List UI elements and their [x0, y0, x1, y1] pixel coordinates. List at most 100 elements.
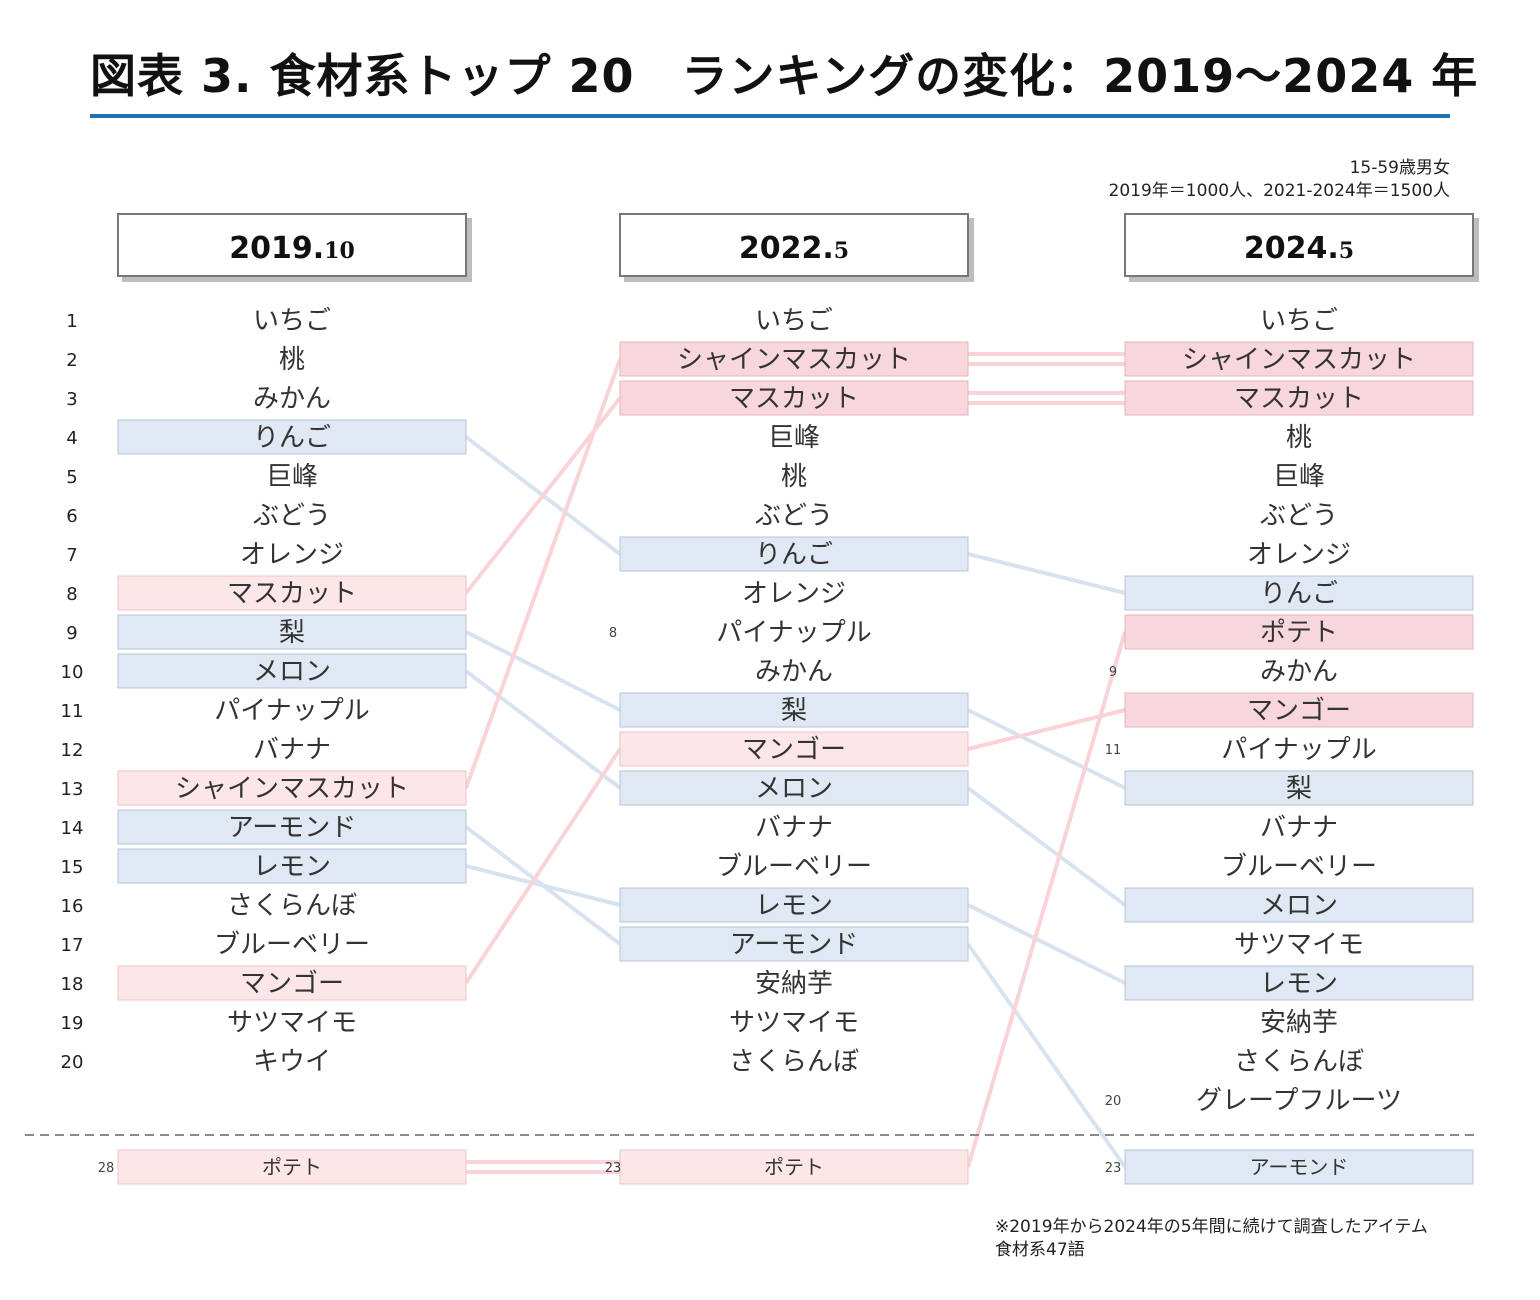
rank-highlight-box	[1124, 614, 1474, 650]
item-label: マンゴー	[742, 735, 846, 765]
item-label: キウイ	[253, 1047, 331, 1077]
rank-highlight-box	[619, 380, 969, 416]
item-label: りんご	[1260, 579, 1338, 609]
item-label: ブルーベリー	[716, 852, 872, 882]
column-header-box	[117, 213, 467, 277]
item-label: 桃	[279, 345, 305, 375]
column-header-box	[1124, 213, 1474, 277]
item-label: ポテト	[1260, 618, 1338, 648]
rank-number: 1	[66, 311, 77, 332]
rank-highlight-box	[1124, 965, 1474, 1001]
item-label: 梨	[1286, 774, 1312, 804]
rank-highlight-box	[1124, 887, 1474, 923]
rank-number: 19	[61, 1013, 84, 1034]
item-label: パイナップル	[214, 696, 369, 726]
chart-title: 図表 3. 食材系トップ 20 ランキングの変化：2019〜2024 年	[90, 49, 1479, 103]
item-label: 桃	[1286, 423, 1312, 453]
rank-connector	[966, 942, 1127, 1169]
column-header-label: 2024.5	[1244, 231, 1354, 266]
item-label: りんご	[755, 540, 833, 570]
column-header-label: 2022.5	[739, 231, 849, 266]
outside-rank-number: 28	[98, 1161, 115, 1176]
highlight-box-layer	[117, 341, 1474, 1185]
item-label: みかん	[755, 657, 833, 687]
rank-number: 12	[61, 740, 84, 761]
rank-highlight-box	[619, 887, 969, 923]
footnote-line2: 食材系47語	[995, 1240, 1085, 1260]
sample-note-line2: 2019年＝1000人、2021-2024年＝1500人	[1108, 181, 1450, 201]
column-header-year: 2019.	[229, 231, 324, 266]
rank-connector	[464, 358, 622, 789]
item-label: パイナップル	[716, 618, 871, 648]
item-label: サツマイモ	[1234, 930, 1364, 960]
item-label: みかん	[1260, 657, 1338, 687]
rank-number: 5	[66, 467, 77, 488]
rank-number: 17	[61, 935, 84, 956]
rank-number: 8	[609, 626, 617, 641]
rank-connector	[967, 708, 1126, 790]
column-header-month: 5	[834, 238, 849, 264]
sample-note: 15-59歳男女 2019年＝1000人、2021-2024年＝1500人	[1109, 157, 1450, 203]
item-label: マスカット	[729, 384, 859, 414]
outside-item-label: ポテト	[764, 1155, 824, 1179]
rank-highlight-box	[1124, 575, 1474, 611]
column-header-label: 2019.10	[229, 231, 355, 266]
rank-connector	[966, 786, 1127, 907]
item-label: アーモンド	[730, 930, 858, 960]
item-label: 巨峰	[768, 423, 820, 453]
rank-number: 15	[61, 857, 84, 878]
outside-rank-box	[117, 1149, 467, 1185]
item-label: シャインマスカット	[1182, 345, 1416, 375]
rank-number: 9	[1109, 665, 1117, 680]
rank-number: 13	[61, 779, 84, 800]
item-label: レモン	[1260, 969, 1338, 999]
outside-rank-box	[619, 1149, 969, 1185]
footnote-line1: ※2019年から2024年の5年間に続けて調査したアイテム	[995, 1217, 1428, 1237]
column-header-layer: 2019.10 2022.5 2024.5	[117, 213, 1479, 282]
rank-number: 7	[66, 545, 77, 566]
rank-highlight-box	[619, 341, 969, 377]
rank-connector	[465, 864, 621, 907]
rank-number: 20	[61, 1052, 84, 1073]
column-header-year: 2024.	[1244, 231, 1339, 266]
item-label: いちご	[253, 306, 331, 336]
outside-rank-number: 23	[605, 1161, 622, 1176]
column-header-year: 2022.	[739, 231, 834, 266]
item-label: 巨峰	[266, 462, 318, 492]
item-label: 桃	[781, 462, 807, 492]
item-label: さくらんぼ	[1234, 1047, 1364, 1077]
item-label: ぶどう	[253, 501, 331, 531]
rank-number: 3	[66, 389, 77, 410]
rank-connector	[967, 903, 1126, 985]
rank-number: 11	[1105, 743, 1122, 758]
rank-highlight-box	[1124, 341, 1474, 377]
item-label: いちご	[1260, 306, 1338, 336]
rank-number: 18	[61, 974, 84, 995]
rank-connector	[465, 630, 621, 712]
item-label: サツマイモ	[227, 1008, 357, 1038]
item-label: バナナ	[253, 735, 331, 765]
item-label: ぶどう	[1260, 501, 1338, 531]
item-label: オレンジ	[1247, 540, 1351, 570]
item-label: みかん	[253, 384, 331, 414]
rank-number: 4	[66, 428, 77, 449]
rank-number: 8	[66, 584, 77, 605]
item-label: グレープフルーツ	[1196, 1086, 1402, 1116]
item-label: マンゴー	[240, 969, 344, 999]
item-label: マスカット	[1234, 384, 1364, 414]
rank-highlight-box	[619, 770, 969, 806]
rank-highlight-box	[117, 614, 467, 650]
rank-highlight-box	[117, 653, 467, 689]
item-label: ブルーベリー	[214, 930, 370, 960]
rank-highlight-box	[117, 965, 467, 1001]
item-label: メロン	[755, 774, 833, 804]
rank-number: 10	[61, 662, 84, 683]
item-label: マンゴー	[1247, 696, 1351, 726]
rank-number: 20	[1105, 1094, 1122, 1109]
rank-highlight-box	[1124, 692, 1474, 728]
rank-number: 11	[61, 701, 84, 722]
item-label: アーモンド	[228, 813, 356, 843]
item-label: オレンジ	[742, 579, 846, 609]
item-label: バナナ	[1260, 813, 1338, 843]
rank-highlight-box	[117, 575, 467, 611]
